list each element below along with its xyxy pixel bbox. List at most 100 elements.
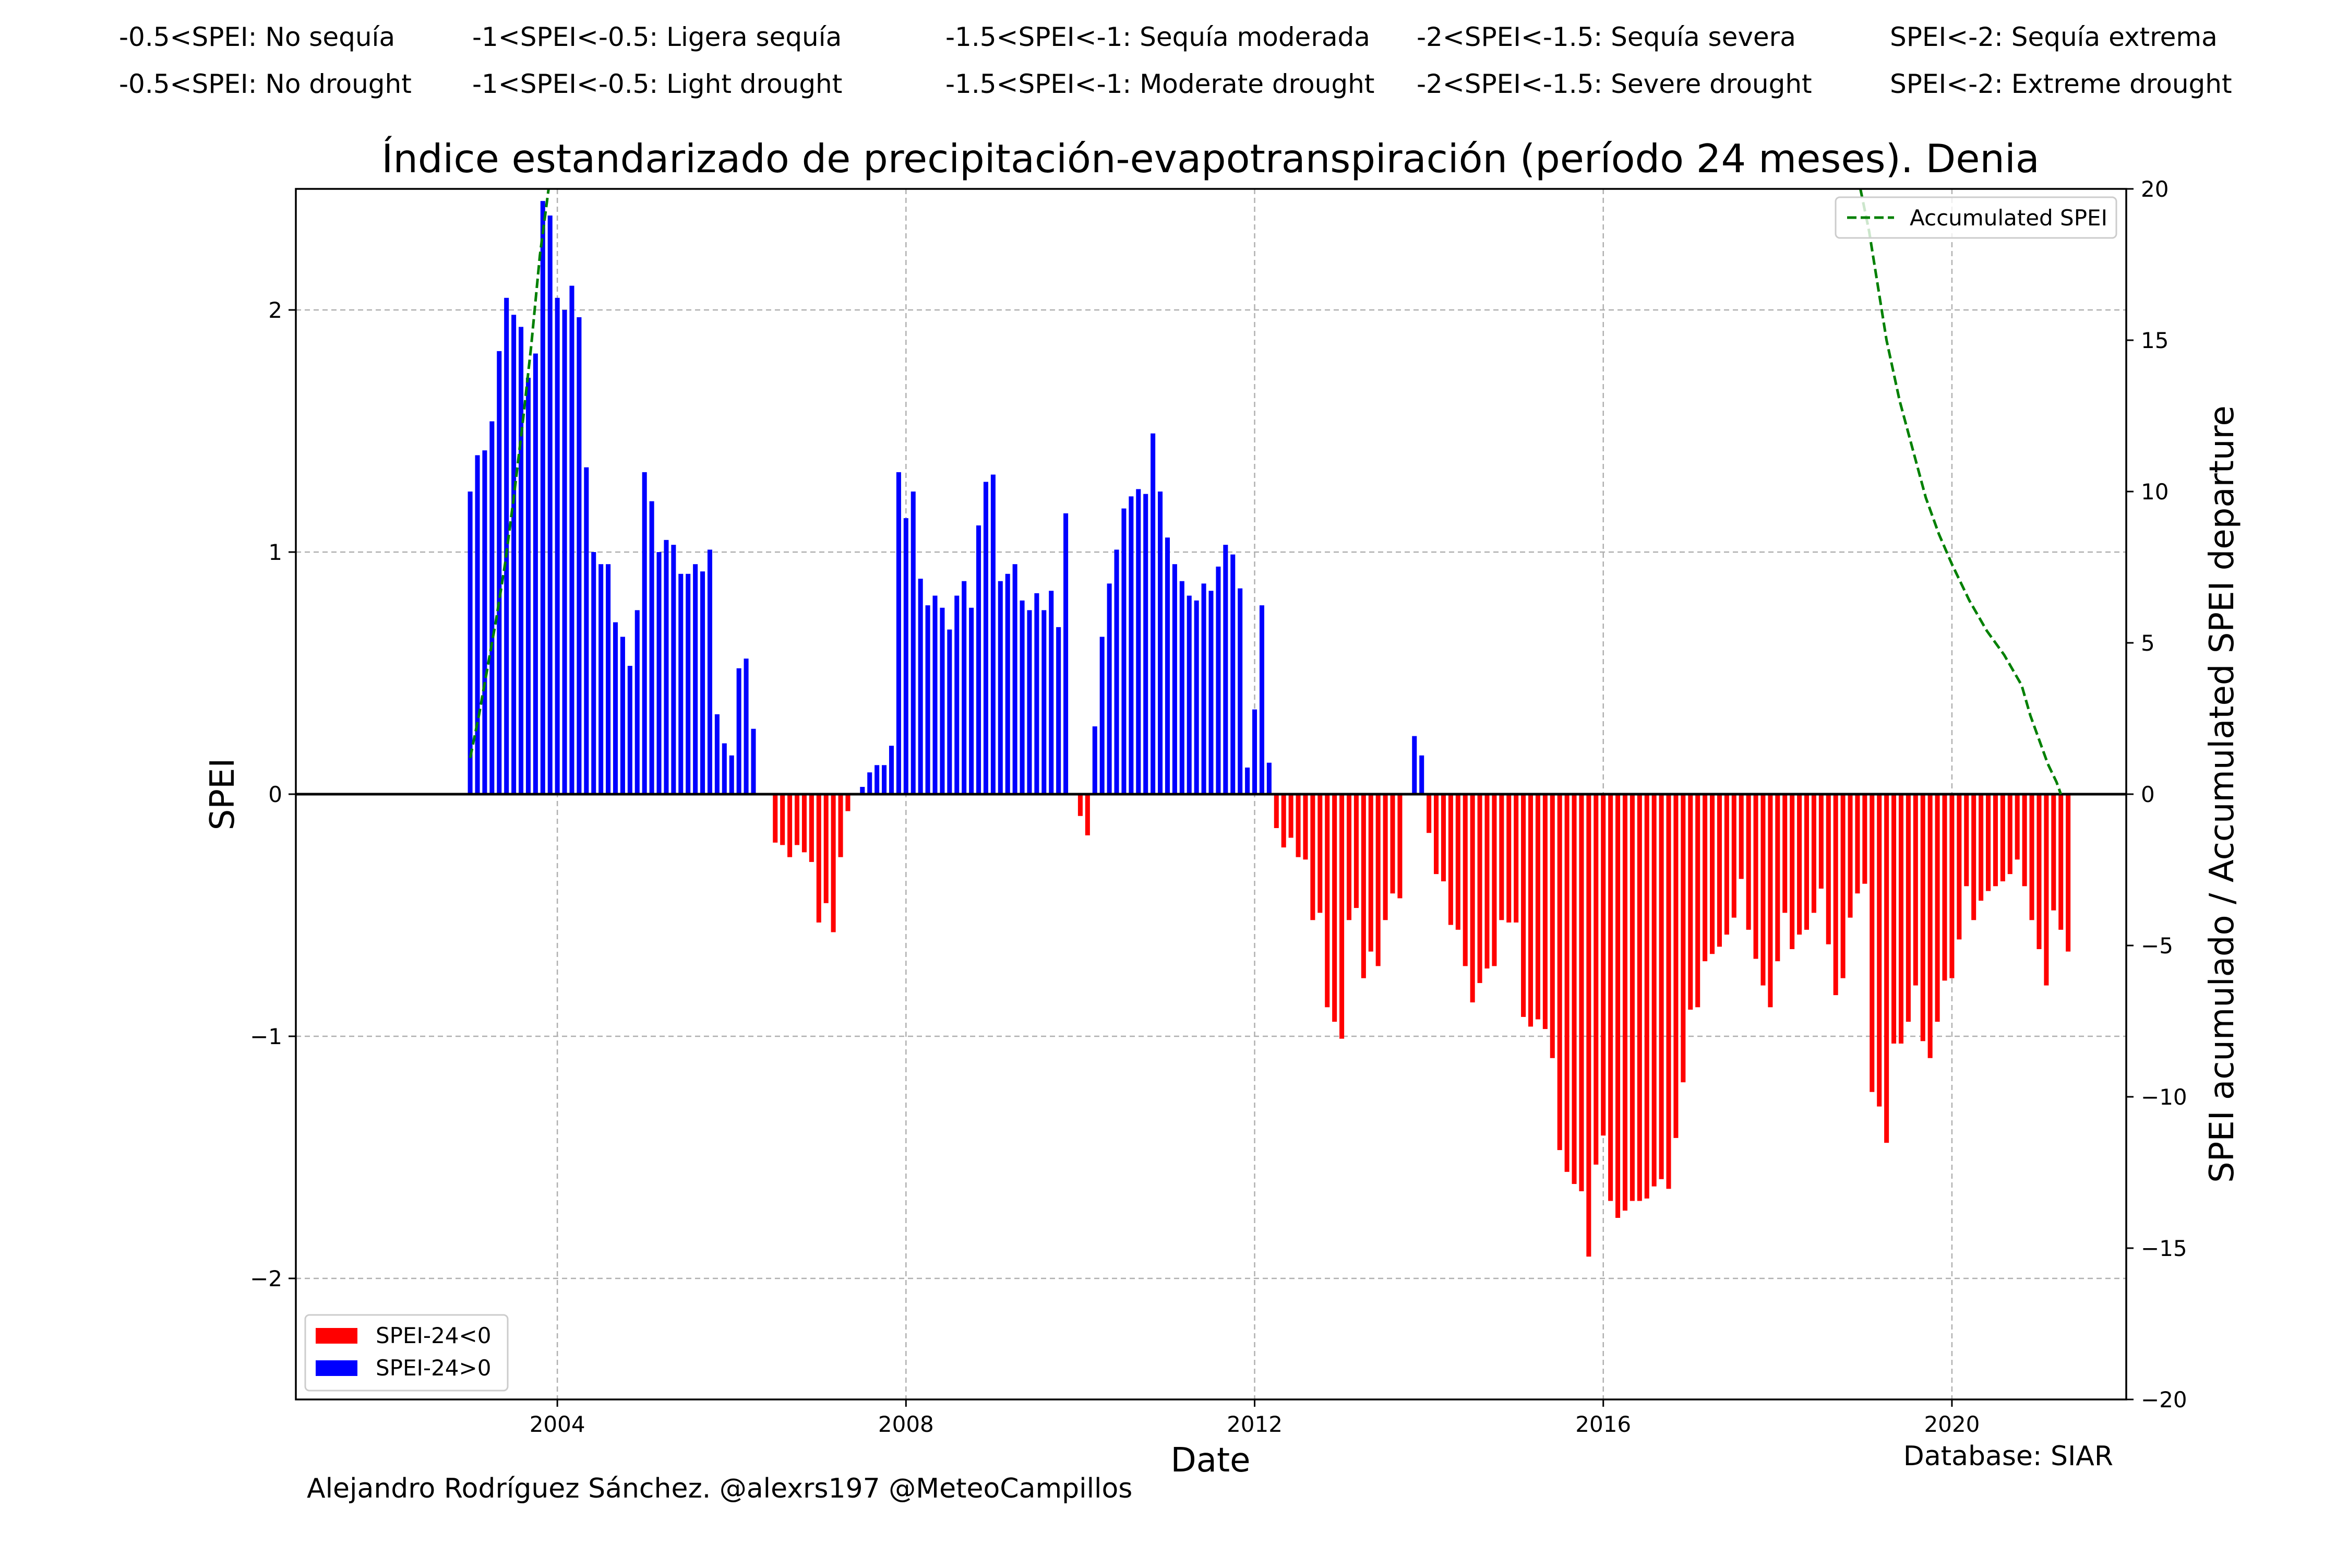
spei-bar	[1216, 566, 1221, 794]
spei-bar	[1521, 794, 1526, 1017]
spei-bar	[773, 794, 778, 843]
spei-bar	[1659, 794, 1664, 1179]
spei-bar	[1085, 794, 1090, 835]
spei-bar	[1608, 794, 1613, 1201]
y-tick-label-3: 1	[268, 540, 282, 565]
spei-bar	[678, 573, 684, 794]
spei-bar	[1092, 726, 1097, 794]
bars	[468, 201, 2071, 1257]
spei-bar	[816, 794, 821, 923]
spei-bar	[1470, 794, 1475, 1003]
spei-bar	[787, 794, 793, 857]
accumulated-line	[469, 189, 2063, 795]
spei-bar	[1979, 794, 1984, 901]
spei-bar	[1542, 794, 1548, 1030]
legend-swatch-positive	[316, 1360, 357, 1376]
spei-bar	[925, 605, 930, 794]
spei-bar	[794, 794, 800, 845]
x-tick-label-1: 2008	[878, 1411, 934, 1437]
spei-bar	[1005, 573, 1010, 794]
spei-bar	[1375, 794, 1381, 966]
spei-bar	[1877, 794, 1882, 1107]
spei-bar	[1557, 794, 1562, 1151]
spei-bar	[1630, 794, 1635, 1201]
spei-bar	[686, 573, 691, 794]
spei-bar	[1427, 794, 1432, 833]
spei-bar	[475, 455, 480, 794]
header-en-1: -1<SPEI<-0.5: Light drought	[472, 69, 842, 99]
y2-tick-label-2: −10	[2141, 1084, 2187, 1110]
spei-bar	[1099, 637, 1105, 794]
spei-bar	[1158, 492, 1163, 794]
spei-bar	[1484, 794, 1490, 969]
spei-bar	[1681, 794, 1686, 1083]
spei-bar	[1448, 794, 1453, 925]
spei-bar	[1768, 794, 1773, 1008]
spei-bar	[2000, 794, 2005, 882]
spei-bar	[1651, 794, 1657, 1187]
drought-class-header: -0.5<SPEI: No sequía -1<SPEI<-0.5: Liger…	[119, 22, 2232, 99]
legend-label-negative: SPEI-24<0	[376, 1323, 491, 1348]
spei-bar	[2029, 794, 2034, 920]
spei-bar	[1790, 794, 1795, 949]
spei-bar	[620, 637, 625, 794]
spei-bar	[1971, 794, 1976, 920]
spei-bar	[1724, 794, 1729, 935]
axis-ticks: 2004 2008 2012 2016 2020−2−1012−20−15−10−505…	[250, 176, 2187, 1437]
spei-bar	[540, 201, 545, 795]
accumulated-legend: Accumulated SPEI	[1835, 196, 2117, 239]
header-es-2: -1.5<SPEI<-1: Sequía moderada	[945, 22, 1370, 52]
spei-bar	[1985, 794, 1991, 891]
spei-bar	[1172, 564, 1177, 794]
spei-bar	[2051, 794, 2056, 911]
bar-legend: SPEI-24<0 SPEI-24>0	[304, 1314, 509, 1392]
spei-bar	[1586, 794, 1591, 1257]
y-axis-title: SPEI	[203, 758, 242, 831]
spei-bar	[591, 552, 596, 794]
spei-bar	[998, 581, 1003, 794]
spei-bar	[1332, 794, 1337, 1022]
spei-bar	[722, 743, 727, 794]
spei-bar	[656, 552, 662, 794]
spei-bar	[1463, 794, 1468, 966]
spei-bar	[1266, 762, 1272, 794]
spei-bar	[533, 353, 538, 794]
spei-bar	[1935, 794, 1940, 1022]
spei-bar	[1695, 794, 1700, 1008]
spei-bar	[882, 765, 887, 794]
spei-bar	[1615, 794, 1621, 1218]
database-credit: Database: SIAR	[1903, 1441, 2113, 1472]
spei-bar	[947, 629, 952, 794]
header-en-4: SPEI<-2: Extreme drought	[1890, 69, 2232, 99]
spei-bar	[1499, 794, 1504, 920]
x-tick-label-2: 2012	[1227, 1411, 1283, 1437]
header-en-3: -2<SPEI<-1.5: Severe drought	[1417, 69, 1812, 99]
spei-bar	[845, 794, 850, 811]
y2-tick-label-4: 0	[2141, 782, 2155, 807]
spei-bar	[577, 317, 582, 794]
spei-bar	[1775, 794, 1780, 962]
spei-bar	[729, 755, 734, 794]
spei-bar	[1920, 794, 1925, 1042]
spei-bar	[2007, 794, 2012, 875]
spei-bar	[1637, 794, 1642, 1201]
spei-bar	[1325, 794, 1330, 1008]
spei-bar	[1594, 794, 1599, 1165]
spei-bar	[1107, 583, 1112, 794]
spei-bar	[1187, 595, 1192, 794]
spei-bar	[990, 474, 996, 794]
header-es-3: -2<SPEI<-1.5: Sequía severa	[1417, 22, 1796, 52]
y-tick-label-2: 0	[268, 782, 282, 807]
spei-bar	[1034, 593, 1039, 794]
spei-bar	[598, 564, 604, 794]
author-credit: Alejandro Rodríguez Sánchez. @alexrs197 …	[307, 1473, 1132, 1504]
spei-bar	[1129, 496, 1134, 794]
spei-bar	[954, 595, 960, 794]
legend-swatch-negative	[316, 1328, 357, 1344]
spei-bar	[1782, 794, 1788, 913]
spei-bar	[1383, 794, 1388, 920]
y2-tick-label-3: −5	[2141, 933, 2173, 959]
spei-bar	[1993, 794, 1998, 887]
chart-title: Índice estandarizado de precipitación-ev…	[381, 136, 2040, 182]
